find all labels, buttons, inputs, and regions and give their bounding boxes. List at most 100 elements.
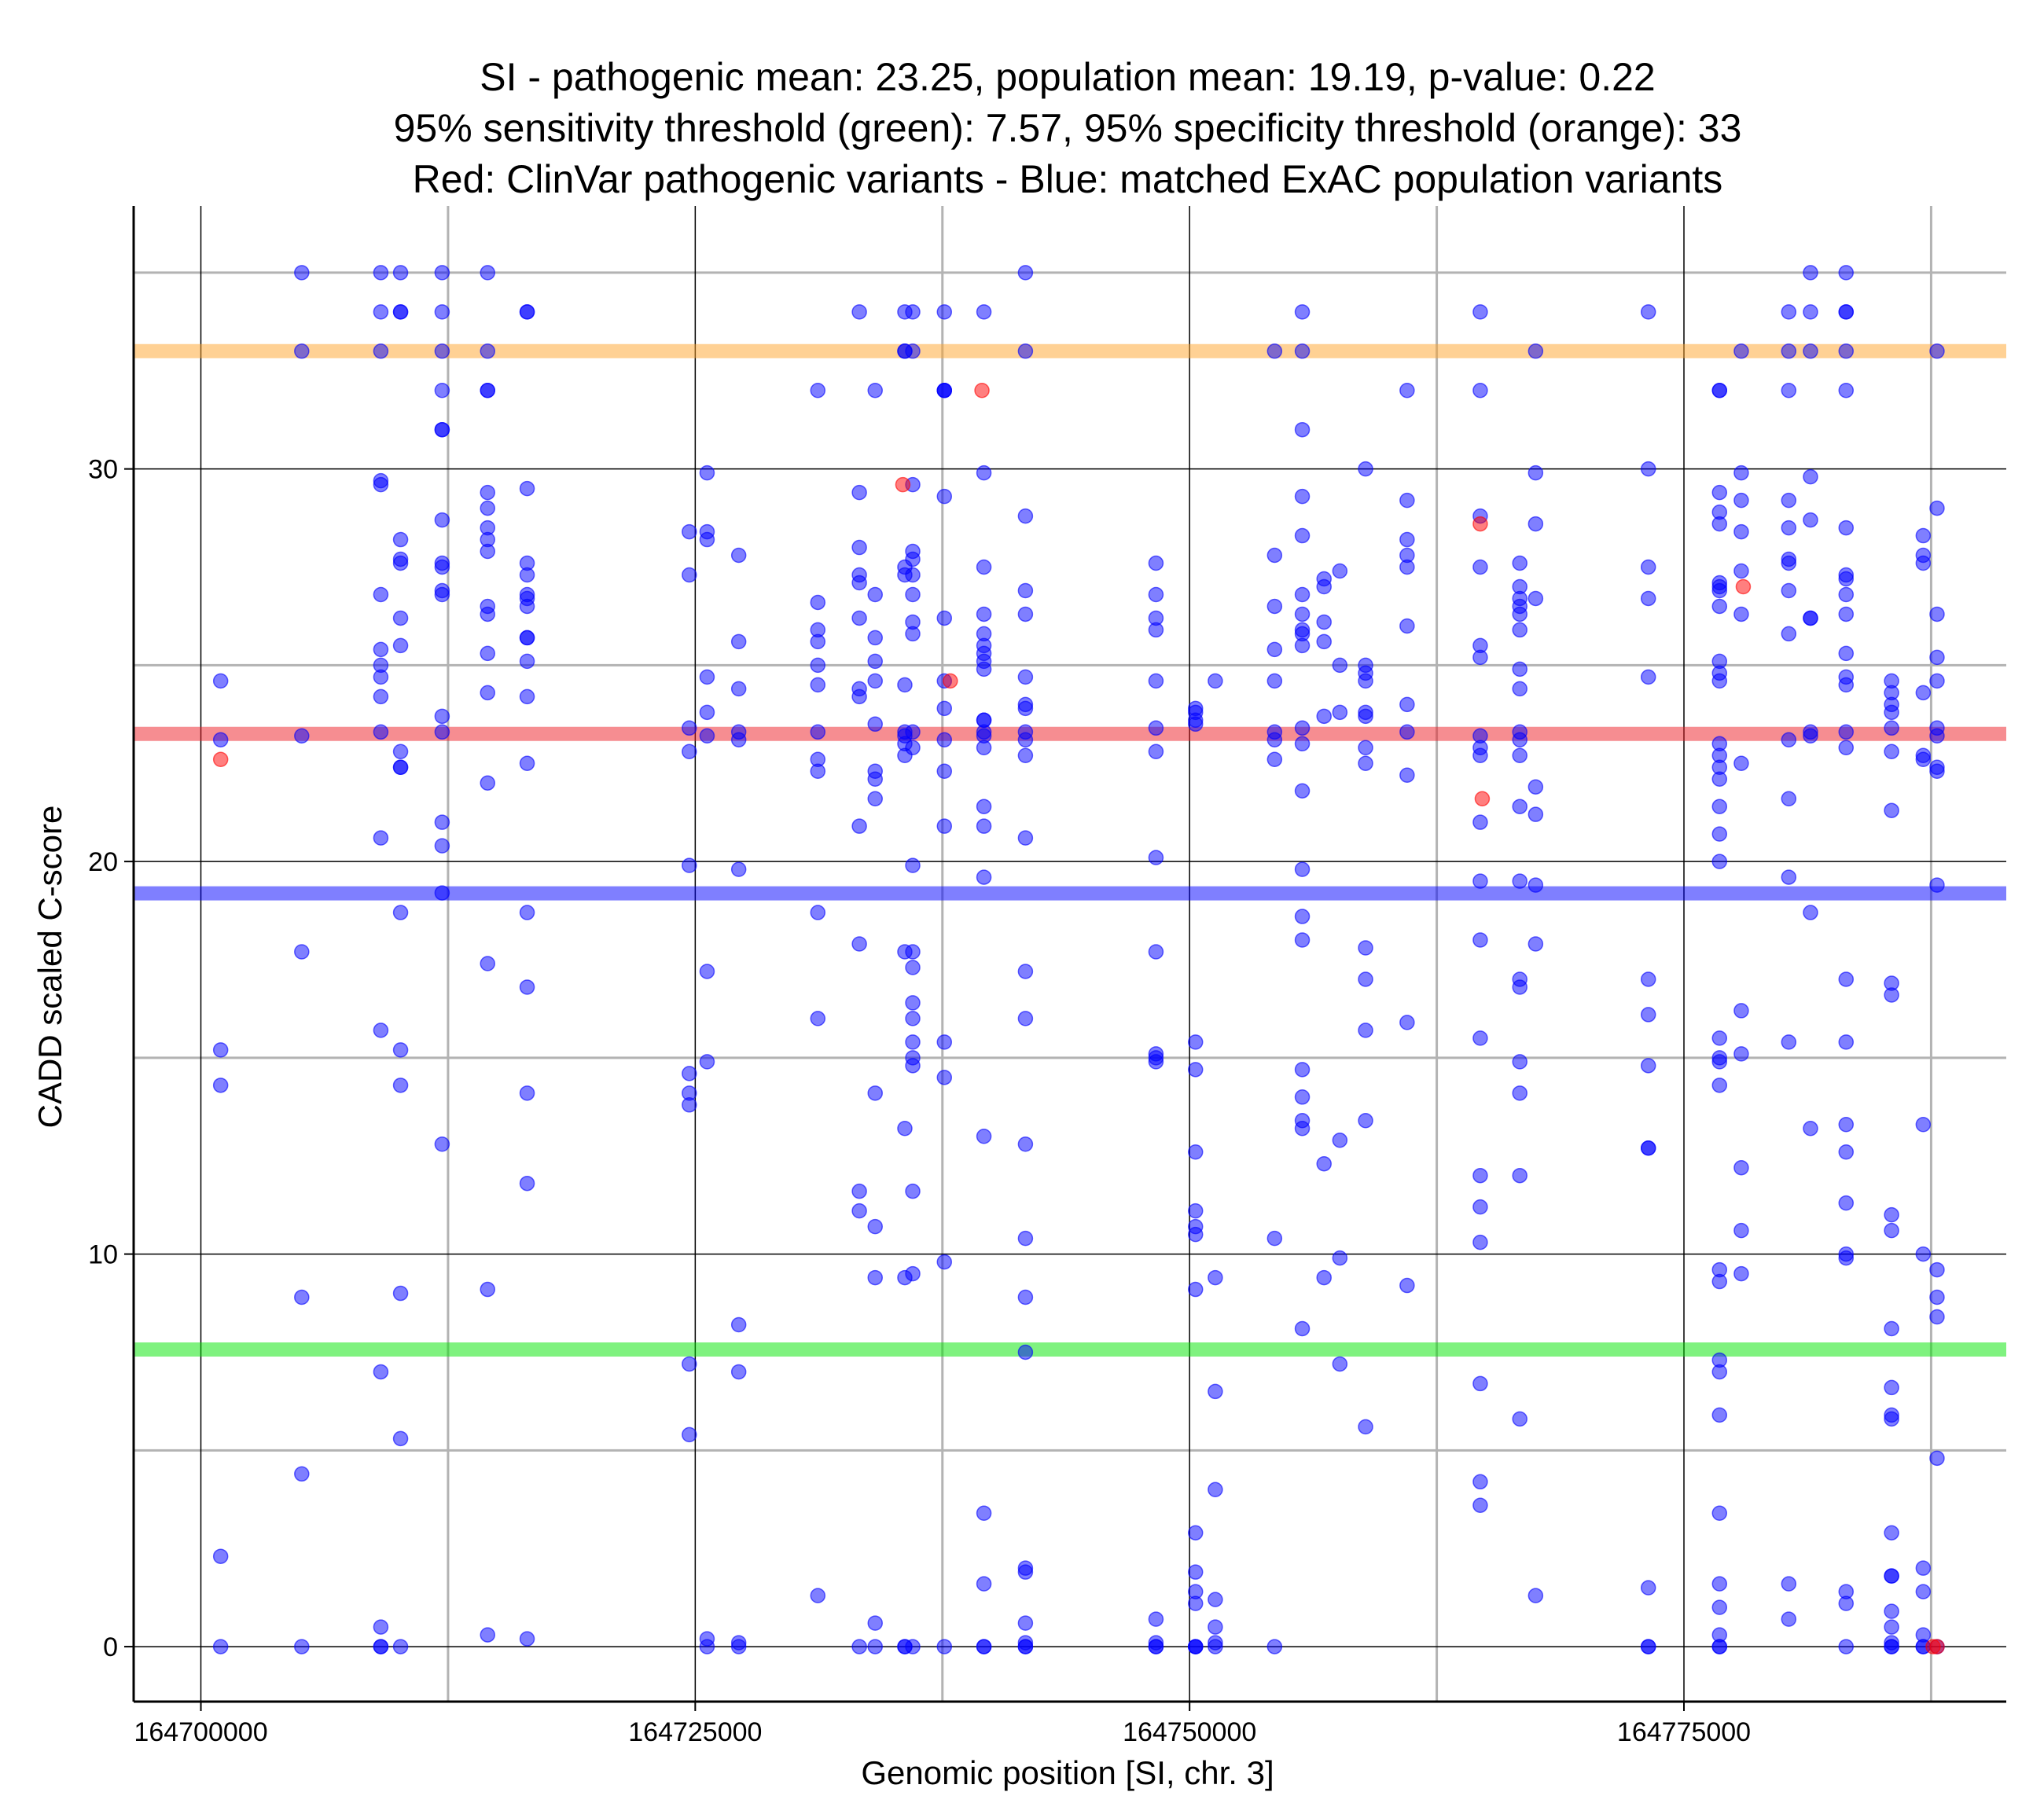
population-variant-point <box>810 724 826 740</box>
population-variant-point <box>810 633 826 650</box>
population-variant-point <box>936 763 953 779</box>
population-variant-point <box>212 1639 229 1654</box>
population-variant-point <box>867 586 883 603</box>
population-variant-point <box>1294 1089 1311 1105</box>
population-variant-point <box>1512 661 1527 677</box>
population-variant-point <box>434 814 450 830</box>
population-variant-point <box>1187 1034 1204 1050</box>
population-variant-point <box>1017 732 1034 748</box>
population-variant-point <box>1884 704 1899 721</box>
population-variant-point <box>810 905 826 920</box>
population-variant-point <box>699 531 715 548</box>
population-variant-point <box>1208 1592 1223 1607</box>
y-axis-title: CADD scaled C-score <box>31 806 68 1129</box>
population-variant-point <box>373 343 389 359</box>
population-variant-point <box>1294 421 1311 438</box>
x-tick-label: 164700000 <box>134 1717 267 1747</box>
population-variant-point <box>936 1639 953 1654</box>
population-variant-point <box>1512 799 1527 814</box>
population-variant-point <box>294 728 310 744</box>
population-variant-point <box>1512 681 1527 697</box>
population-variant-point <box>373 689 389 705</box>
population-variant-point <box>1711 484 1728 501</box>
population-variant-point <box>905 944 921 960</box>
population-variant-point <box>905 1265 921 1282</box>
population-variant-point <box>1148 944 1164 960</box>
population-variant-point <box>519 1631 535 1647</box>
population-variant-point <box>867 716 883 733</box>
population-variant-point <box>976 740 992 756</box>
population-variant-point <box>1711 1054 1728 1070</box>
population-variant-point <box>373 669 389 685</box>
population-variant-point <box>1803 728 1818 744</box>
population-variant-point <box>1781 383 1797 398</box>
population-variant-point <box>1472 559 1488 575</box>
population-variant-point <box>1838 740 1855 756</box>
population-variant-point <box>1838 343 1855 359</box>
population-variant-point <box>434 586 450 603</box>
population-variant-point <box>1332 1133 1348 1148</box>
population-variant-point <box>1512 555 1527 571</box>
population-variant-point <box>905 1639 921 1654</box>
population-variant-point <box>1838 1144 1855 1160</box>
population-variant-point <box>730 1639 747 1654</box>
population-variant-point <box>1640 590 1656 607</box>
population-variant-point <box>373 1619 389 1635</box>
population-variant-point <box>936 1254 953 1270</box>
population-variant-point <box>294 343 310 359</box>
population-variant-point <box>1527 877 1544 893</box>
population-variant-point <box>1838 677 1855 693</box>
population-variant-point <box>1294 606 1311 622</box>
population-variant-point <box>1711 673 1728 689</box>
population-variant-point <box>1017 747 1034 764</box>
population-variant-point <box>1640 559 1656 575</box>
population-variant-point <box>1017 964 1034 979</box>
population-variant-point <box>212 673 229 689</box>
population-variant-point <box>1803 905 1818 920</box>
population-variant-point <box>897 677 913 693</box>
population-variant-point <box>392 905 409 920</box>
population-variant-point <box>1512 1054 1527 1070</box>
population-variant-point <box>212 1042 229 1058</box>
population-variant-point <box>1733 563 1749 579</box>
population-variant-point <box>294 944 310 960</box>
population-variant-point <box>294 265 310 281</box>
population-variant-point <box>1884 1206 1899 1223</box>
population-variant-point <box>851 1639 867 1654</box>
x-axis-title: Genomic position [SI, chr. 3] <box>861 1754 1274 1791</box>
population-variant-point <box>851 818 867 834</box>
population-variant-point <box>392 1639 409 1654</box>
population-variant-point <box>682 1066 697 1081</box>
population-variant-point <box>212 1078 229 1093</box>
population-variant-point <box>851 1203 867 1219</box>
population-variant-point <box>730 681 747 697</box>
population-variant-point <box>1017 1011 1034 1026</box>
population-variant-point <box>1711 1364 1728 1380</box>
population-variant-point <box>1929 763 1945 779</box>
population-variant-point <box>1332 1250 1348 1266</box>
population-variant-point <box>1399 724 1415 740</box>
population-variant-point <box>1884 1525 1899 1540</box>
population-variant-point <box>867 791 883 806</box>
population-variant-point <box>810 383 826 398</box>
population-variant-point <box>392 1430 409 1447</box>
population-variant-point <box>1208 1383 1223 1400</box>
population-variant-point <box>976 1639 992 1654</box>
population-variant-point <box>1733 755 1749 772</box>
population-variant-point <box>1711 1078 1728 1093</box>
population-variant-point <box>1884 1320 1899 1337</box>
population-variant-point <box>1266 641 1283 658</box>
population-variant-point <box>699 1054 715 1070</box>
population-variant-point <box>1294 909 1311 924</box>
population-variant-point <box>1781 626 1797 642</box>
population-variant-point <box>1803 265 1818 281</box>
population-variant-point <box>1929 1289 1945 1305</box>
population-variant-point <box>1512 1085 1527 1101</box>
population-variant-point <box>1472 873 1488 889</box>
population-variant-point <box>1148 673 1164 689</box>
population-variant-point <box>1711 504 1728 520</box>
population-variant-point <box>851 575 867 591</box>
population-variant-point <box>1472 1497 1488 1514</box>
pathogenic-variant-point <box>974 383 990 398</box>
population-variant-point <box>1733 465 1749 481</box>
